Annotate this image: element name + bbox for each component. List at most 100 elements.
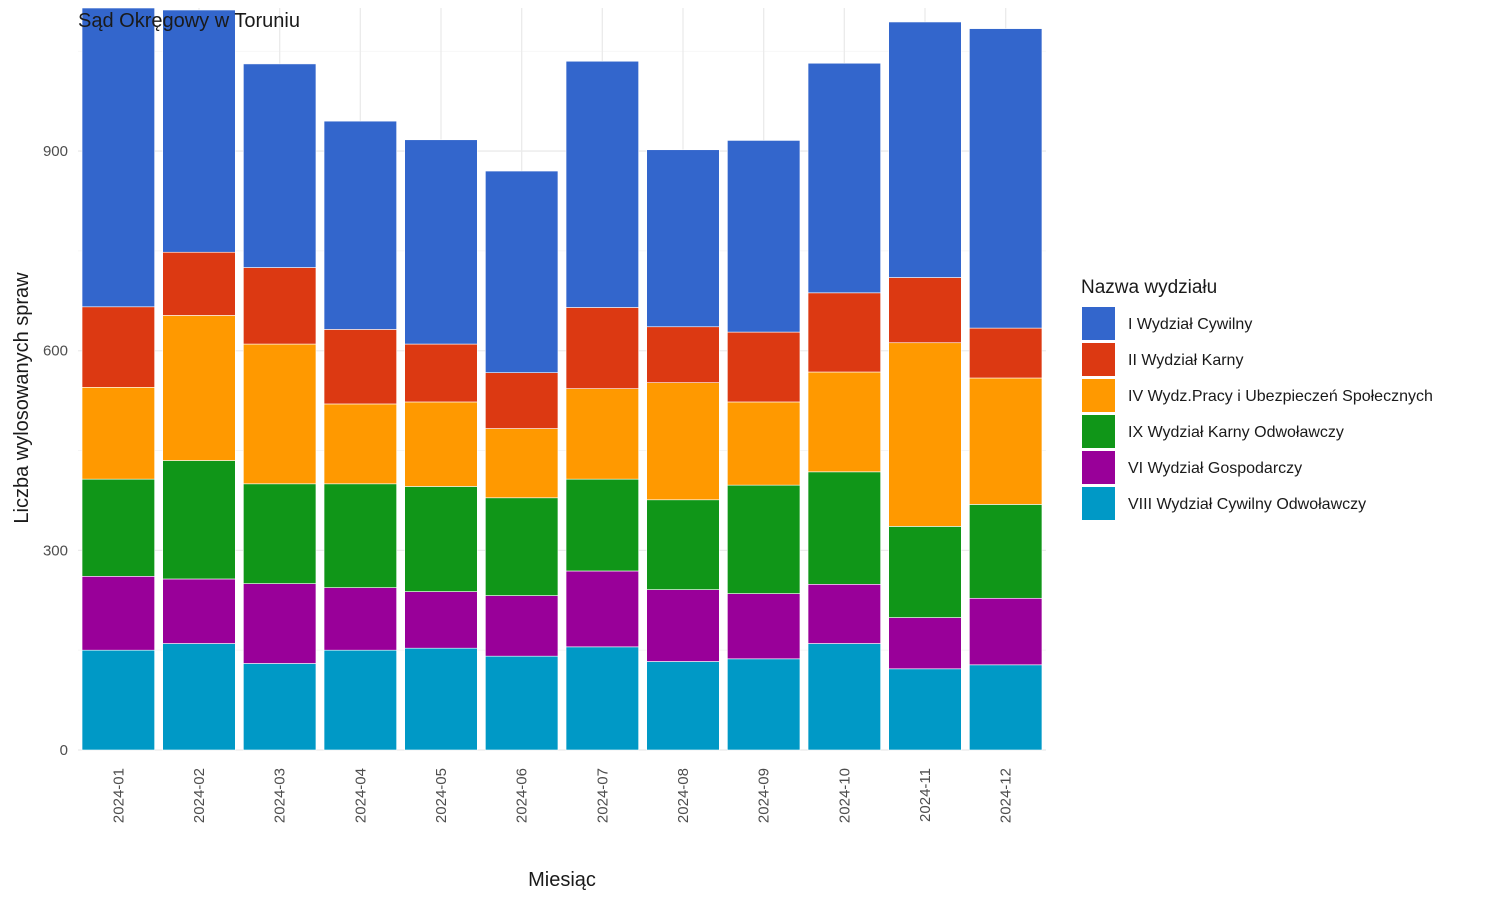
bar-segment: I Wydział Cywilny 2024-02: 364 — [162, 9, 236, 253]
bar-segment: IX Wydział Karny Odwoławczy 2024-05: 158 — [404, 486, 478, 592]
bar-segment: VIII Wydział Cywilny Odwoławczy 2024-05:… — [404, 647, 478, 751]
bar-segment: VI Wydział Gospodarczy 2024-01: 111 — [81, 576, 155, 651]
bar-segment: VIII Wydział Cywilny Odwoławczy 2024-02:… — [162, 643, 236, 751]
legend-label: VI Wydział Gospodarczy — [1128, 460, 1302, 477]
bar-segment: IX Wydział Karny Odwoławczy 2024-07: 138 — [565, 478, 639, 572]
bar-segment: IV Wydz.Pracy i Ubezpieczeń Społecznych … — [81, 387, 155, 480]
bar-segment: VIII Wydział Cywilny Odwoławczy 2024-09:… — [727, 658, 801, 751]
bar-segment: VIII Wydział Cywilny Odwoławczy 2024-01:… — [81, 649, 155, 751]
bar-segment: VI Wydział Gospodarczy 2024-02: 97 — [162, 578, 236, 644]
x-tick-label: 2024-05 — [433, 768, 450, 823]
bar-segment: VI Wydział Gospodarczy 2024-10: 89 — [807, 583, 881, 644]
legend-swatch — [1082, 343, 1115, 376]
bar-segment: II Wydział Karny 2024-04: 112 — [323, 329, 397, 405]
bar-segment: IX Wydział Karny Odwoławczy 2024-02: 178 — [162, 460, 236, 580]
bar-segment: VI Wydział Gospodarczy 2024-06: 91 — [485, 595, 559, 657]
bar-segment: IX Wydział Karny Odwoławczy 2024-11: 137 — [888, 526, 962, 618]
x-tick-label: 2024-11 — [917, 768, 934, 822]
bar-segment: II Wydział Karny 2024-09: 105 — [727, 331, 801, 403]
bar-segment: I Wydział Cywilny 2024-12: 450 — [969, 28, 1043, 329]
y-tick-label: 300 — [43, 542, 68, 559]
bar-segment: II Wydział Karny 2024-02: 95 — [162, 251, 236, 316]
bar-segment: II Wydział Karny 2024-03: 115 — [243, 267, 317, 345]
bar-segment: IV Wydz.Pracy i Ubezpieczeń Społecznych … — [969, 377, 1043, 505]
bar-segment: VIII Wydział Cywilny Odwoławczy 2024-08:… — [646, 661, 720, 751]
bar-segment: VI Wydział Gospodarczy 2024-04: 94 — [323, 587, 397, 651]
bar-segment: IX Wydział Karny Odwoławczy 2024-08: 135 — [646, 499, 720, 590]
bar-segment: IV Wydz.Pracy i Ubezpieczeń Społecznych … — [727, 401, 801, 486]
bar-segment: IV Wydz.Pracy i Ubezpieczeń Społecznych … — [323, 403, 397, 485]
bar-segment: VIII Wydział Cywilny Odwoławczy 2024-07:… — [565, 646, 639, 751]
bar-segment: IV Wydz.Pracy i Ubezpieczeń Społecznych … — [646, 382, 720, 501]
x-tick-label: 2024-03 — [272, 768, 289, 823]
x-tick-label: 2024-02 — [191, 768, 208, 823]
bar-segment: IX Wydział Karny Odwoławczy 2024-03: 150 — [243, 483, 317, 584]
bar-segment: IX Wydział Karny Odwoławczy 2024-12: 141 — [969, 504, 1043, 599]
legend: Nazwa wydziału I Wydział Cywilny II Wydzi… — [1081, 277, 1433, 520]
bar-segment: IX Wydział Karny Odwoławczy 2024-09: 163 — [727, 484, 801, 594]
x-tick-label: 2024-10 — [836, 768, 853, 823]
legend-swatch — [1082, 451, 1115, 484]
legend-label: VIII Wydział Cywilny Odwoławczy — [1128, 496, 1366, 513]
bar-segment: VIII Wydział Cywilny Odwoławczy 2024-12:… — [969, 664, 1043, 751]
bar-segment: VIII Wydział Cywilny Odwoławczy 2024-04:… — [323, 649, 397, 751]
bar-segment: I Wydział Cywilny 2024-01: 449 — [81, 7, 155, 308]
y-tick-label: 900 — [43, 143, 68, 160]
legend-swatch — [1082, 379, 1115, 412]
x-axis-ticks: 2024-01 2024-02 2024-03 2024-04 2024-05 2024-… — [110, 768, 1014, 823]
bar-segment: II Wydział Karny 2024-08: 84 — [646, 326, 720, 383]
legend-label: IX Wydział Karny Odwoławczy — [1128, 424, 1344, 441]
chart-title: Sąd Okręgowy w Toruniu — [78, 10, 300, 32]
bar-segment: I Wydział Cywilny 2024-05: 307 — [404, 139, 478, 345]
bar-segment: VI Wydział Gospodarczy 2024-09: 98 — [727, 593, 801, 660]
legend-title: Nazwa wydziału — [1081, 277, 1217, 298]
bar-segment: I Wydział Cywilny 2024-03: 306 — [243, 63, 317, 268]
bar-segment: IV Wydz.Pracy i Ubezpieczeń Społecznych … — [807, 371, 881, 473]
x-tick-label: 2024-09 — [756, 768, 773, 823]
y-axis-ticks: 0 300 600 900 — [43, 143, 68, 759]
bar-segment: VI Wydział Gospodarczy 2024-08: 108 — [646, 589, 720, 662]
bar-segment: IV Wydz.Pracy i Ubezpieczeń Społecznych … — [243, 343, 317, 485]
bar-segment: IV Wydz.Pracy i Ubezpieczeń Społecznych … — [565, 388, 639, 480]
x-tick-label: 2024-06 — [514, 768, 531, 823]
legend-swatch — [1082, 415, 1115, 448]
bar-segment: II Wydział Karny 2024-06: 84 — [485, 372, 559, 429]
bar-segment: II Wydział Karny 2024-11: 98 — [888, 277, 962, 344]
bar-segment: IV Wydz.Pracy i Ubezpieczeń Społecznych … — [162, 315, 236, 461]
bar-segment: IX Wydział Karny Odwoławczy 2024-04: 156 — [323, 483, 397, 588]
x-tick-label: 2024-07 — [594, 768, 611, 823]
bar-segment: IX Wydział Karny Odwoławczy 2024-10: 169 — [807, 471, 881, 585]
bar-segment: II Wydział Karny 2024-01: 121 — [81, 306, 155, 388]
bar-segment: IV Wydz.Pracy i Ubezpieczeń Społecznych … — [404, 401, 478, 487]
y-tick-label: 600 — [43, 343, 68, 360]
bar-segment: VI Wydział Gospodarczy 2024-07: 114 — [565, 570, 639, 648]
bar-segment: I Wydział Cywilny 2024-06: 303 — [485, 170, 559, 373]
legend-label: IV Wydz.Pracy i Ubezpieczeń Społecznych — [1128, 388, 1433, 405]
bar-segment: VIII Wydział Cywilny Odwoławczy 2024-11:… — [888, 668, 962, 751]
x-tick-label: 2024-01 — [110, 768, 127, 823]
bar-segment: I Wydział Cywilny 2024-08: 266 — [646, 149, 720, 328]
bar-segment: II Wydział Karny 2024-12: 75 — [969, 327, 1043, 379]
bar-segment: I Wydział Cywilny 2024-09: 288 — [727, 140, 801, 333]
bar-segment: II Wydział Karny 2024-05: 87 — [404, 343, 478, 403]
bar-segment: I Wydział Cywilny 2024-10: 345 — [807, 62, 881, 294]
bar-segment: IV Wydz.Pracy i Ubezpieczeń Społecznych … — [888, 342, 962, 527]
bar-segment: IX Wydział Karny Odwoławczy 2024-01: 146 — [81, 478, 155, 577]
y-axis-title: Liczba wylosowanych spraw — [11, 272, 33, 524]
legend-label: II Wydział Karny — [1128, 352, 1243, 369]
bar-segment: VIII Wydział Cywilny Odwoławczy 2024-10:… — [807, 643, 881, 751]
legend-swatch — [1082, 307, 1115, 340]
bar-segment: II Wydział Karny 2024-10: 119 — [807, 292, 881, 373]
legend-swatch — [1082, 487, 1115, 520]
bar-segment: IX Wydział Karny Odwoławczy 2024-06: 147 — [485, 497, 559, 596]
bars: VIII Wydział Cywilny Odwoławczy 2024-01:… — [81, 7, 1043, 751]
bar-segment: VIII Wydział Cywilny Odwoławczy 2024-06:… — [485, 655, 559, 751]
bar-segment: VI Wydział Gospodarczy 2024-05: 85 — [404, 591, 478, 649]
bar-segment: I Wydział Cywilny 2024-11: 384 — [888, 21, 962, 278]
x-tick-label: 2024-08 — [675, 768, 692, 823]
bar-segment: II Wydział Karny 2024-07: 122 — [565, 307, 639, 389]
x-axis-title: Miesiąc — [528, 869, 596, 891]
bar-segment: VI Wydział Gospodarczy 2024-03: 120 — [243, 583, 317, 664]
bar-segment: I Wydział Cywilny 2024-04: 313 — [323, 120, 397, 330]
